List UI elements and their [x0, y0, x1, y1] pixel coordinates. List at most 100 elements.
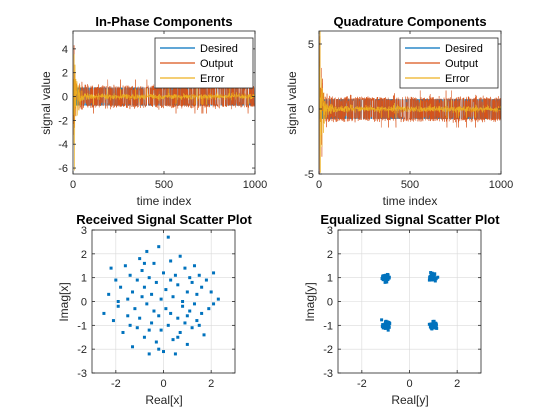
received-scatter-point — [192, 264, 196, 268]
received-scatter-point — [116, 300, 120, 303]
equalized-scatter-point — [385, 272, 389, 276]
received-scatter-point — [157, 347, 161, 351]
received-scatter-point — [147, 352, 151, 356]
received-scatter-title: Received Signal Scatter Plot — [76, 212, 252, 227]
equalized-scatter-point — [383, 326, 387, 330]
equalized-scatter-x-tick-label: 2 — [454, 378, 460, 390]
equalized-scatter-point — [427, 278, 431, 282]
received-scatter-point — [138, 257, 142, 261]
equalized-scatter-marks — [380, 271, 440, 332]
equalized-scatter-chart: Equalized Signal Scatter Plot Real[y] Im… — [303, 212, 500, 407]
received-scatter-point — [178, 330, 182, 334]
received-scatter-point — [202, 333, 206, 337]
equalized-scatter-point — [434, 321, 438, 325]
received-scatter-point — [102, 311, 106, 315]
received-scatter-point — [131, 345, 135, 349]
quadrature-y-tick-label: 5 — [308, 39, 314, 51]
received-scatter-point — [166, 235, 170, 239]
in-phase-y-axis-label: signal value — [39, 71, 53, 135]
in-phase-series-error — [73, 54, 255, 171]
received-scatter-point — [154, 280, 158, 284]
received-scatter-point — [171, 295, 175, 299]
equalized-scatter-y-axis-label: Imag[y] — [303, 282, 317, 321]
received-scatter-point — [173, 273, 177, 277]
received-scatter-y-tick-label: 2 — [81, 249, 87, 261]
received-scatter-point — [128, 273, 132, 277]
in-phase-chart-title: In-Phase Components — [95, 14, 232, 29]
received-scatter-x-tick-label: -2 — [111, 378, 121, 390]
equalized-scatter-point — [387, 325, 391, 329]
in-phase-chart: In-Phase Components time index signal va… — [39, 14, 267, 208]
equalized-scatter-point — [432, 319, 436, 323]
equalized-scatter-point — [434, 323, 438, 327]
received-scatter-point — [195, 319, 199, 323]
in-phase-legend-desired-label: Desired — [200, 43, 238, 55]
received-scatter-point — [173, 352, 177, 356]
equalized-scatter-y-tick-label: -3 — [323, 368, 333, 380]
received-scatter-point — [200, 285, 204, 289]
received-scatter-point — [192, 302, 196, 306]
received-scatter-point — [188, 276, 192, 280]
quadrature-x-tick-label: 0 — [316, 179, 322, 191]
received-scatter-point — [121, 330, 125, 334]
equalized-scatter-x-axis-label: Real[y] — [391, 393, 428, 407]
in-phase-y-tick-label: -4 — [58, 139, 68, 151]
received-scatter-point — [190, 326, 194, 330]
received-scatter-point — [183, 321, 187, 325]
received-scatter-point — [142, 261, 146, 265]
received-scatter-point — [147, 328, 151, 332]
received-scatter-point — [133, 307, 137, 311]
received-scatter-point — [171, 338, 175, 342]
received-scatter-point — [181, 304, 185, 308]
equalized-scatter-plot-area: -2 0 2 -3 -2 -1 0 1 2 3 — [323, 225, 482, 390]
received-scatter-point — [190, 280, 194, 284]
equalized-scatter-point — [433, 272, 437, 276]
equalized-scatter-y-tick-label: -1 — [323, 320, 333, 332]
received-scatter-point — [150, 321, 154, 325]
equalized-scatter-point — [427, 322, 431, 326]
equalized-scatter-point — [429, 271, 433, 275]
equalized-scatter-point — [383, 324, 387, 328]
received-scatter-point — [131, 290, 135, 294]
equalized-scatter-y-tick-label: 2 — [327, 249, 333, 261]
received-scatter-point — [126, 314, 130, 318]
received-scatter-point — [142, 335, 146, 339]
received-scatter-point — [212, 271, 216, 275]
equalized-scatter-point — [435, 326, 439, 330]
equalized-scatter-point — [386, 323, 390, 327]
equalized-scatter-x-tick-label: 0 — [406, 378, 412, 390]
in-phase-x-tick-label: 0 — [70, 179, 76, 191]
in-phase-y-tick-label: -6 — [58, 163, 68, 175]
quadrature-legend-error-label: Error — [445, 73, 470, 85]
equalized-scatter-point — [428, 276, 432, 280]
equalized-scatter-point — [385, 280, 389, 284]
received-scatter-point — [169, 311, 173, 315]
equalized-scatter-y-tick-label: 3 — [327, 225, 333, 237]
equalized-scatter-point — [431, 276, 435, 280]
equalized-scatter-point — [387, 320, 391, 324]
received-scatter-point — [209, 290, 213, 294]
received-scatter-point — [145, 302, 149, 306]
received-scatter-point — [185, 290, 189, 294]
received-scatter-point — [135, 326, 139, 330]
in-phase-x-axis-label: time index — [137, 194, 192, 208]
received-scatter-point — [140, 295, 144, 299]
received-scatter-point — [207, 307, 211, 311]
quadrature-marks — [319, 31, 501, 174]
equalized-scatter-point — [380, 318, 384, 322]
received-scatter-point — [111, 319, 115, 323]
equalized-scatter-point — [436, 275, 440, 279]
received-scatter-point — [162, 271, 165, 275]
received-scatter-point — [152, 309, 156, 313]
received-scatter-point — [114, 278, 118, 282]
equalized-scatter-point — [430, 274, 434, 278]
received-scatter-point — [145, 249, 149, 253]
equalized-scatter-point — [386, 328, 390, 332]
received-scatter-point — [159, 328, 163, 332]
received-scatter-y-tick-label: 0 — [81, 297, 87, 309]
received-scatter-point — [157, 314, 161, 318]
received-scatter-y-tick-label: -1 — [77, 320, 87, 332]
quadrature-y-tick-label: -5 — [304, 169, 314, 181]
equalized-scatter-point — [429, 325, 433, 329]
